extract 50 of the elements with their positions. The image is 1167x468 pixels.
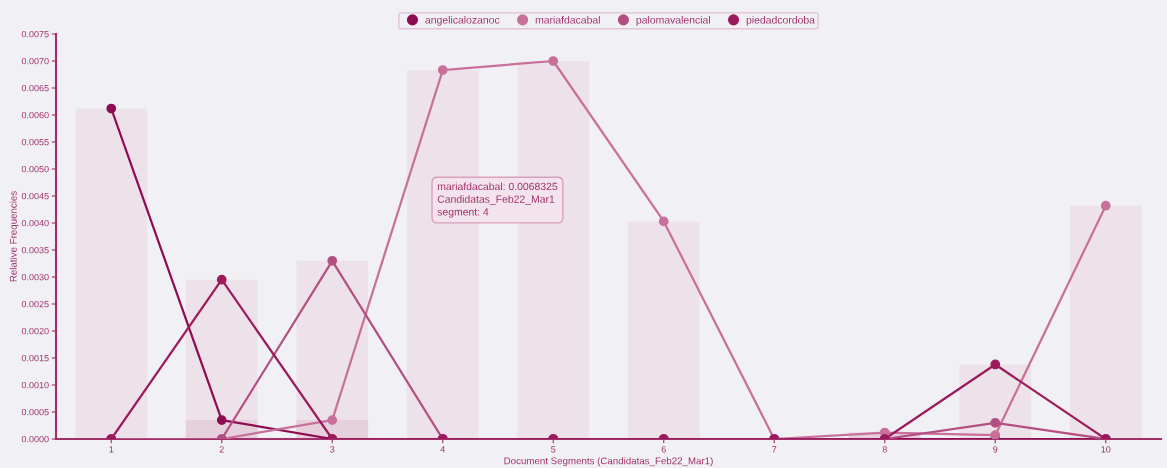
- x-tick-label: 1: [109, 446, 114, 453]
- x-tick-label: 4: [440, 446, 445, 453]
- legend-label: angelicalozanoc: [425, 15, 500, 26]
- bar: [75, 108, 148, 439]
- y-axis-title: Relative Frequencies: [9, 191, 19, 282]
- y-tick-label: 0.0030: [21, 273, 49, 281]
- y-tick-label: 0.0015: [21, 354, 49, 362]
- bar: [296, 260, 369, 421]
- point: [216, 415, 227, 425]
- y-tick-label: 0.0065: [21, 84, 49, 92]
- point: [658, 216, 669, 227]
- y-tick-label: 0.0025: [21, 300, 49, 308]
- legend-label: palomavalencial: [636, 15, 710, 26]
- x-tick-label: 5: [551, 446, 556, 453]
- point: [106, 103, 117, 114]
- y-tick-label: 0.0040: [21, 219, 49, 227]
- point: [1100, 200, 1111, 211]
- x-axis-title: Document Segments (Candidatas_Feb22_Mar1): [504, 457, 713, 467]
- y-tick-label: 0.0010: [21, 381, 49, 389]
- bar: [185, 279, 258, 421]
- x-tick-label: 7: [772, 446, 777, 453]
- point: [990, 417, 1001, 428]
- point: [327, 255, 338, 266]
- point: [990, 430, 1001, 439]
- x-tick-label: 3: [330, 446, 335, 453]
- x-tick-label: 6: [661, 446, 666, 453]
- x-tick-label: 8: [882, 446, 887, 453]
- y-tick-label: 0.0045: [21, 192, 49, 200]
- legend-label: mariafdacabal: [535, 15, 600, 24]
- point: [437, 65, 448, 75]
- y-tick-label: 0.0055: [21, 138, 49, 146]
- point: [327, 415, 338, 425]
- x-tick-label: 10: [1101, 446, 1111, 453]
- point: [216, 274, 227, 285]
- y-tick-label: 0.0050: [21, 165, 49, 173]
- bar: [1069, 205, 1142, 439]
- bar: [627, 221, 700, 439]
- y-tick-label: 0.0000: [21, 435, 49, 443]
- y-tick-label: 0.0060: [21, 111, 49, 119]
- y-tick-label: 0.0075: [21, 30, 49, 38]
- y-tick-label: 0.0035: [21, 246, 49, 254]
- annotation: mariafdacabal: 0.0068325 Candidatas_Feb22_Mar1 segment: 4: [437, 182, 558, 218]
- y-tick-label: 0.0020: [21, 327, 49, 335]
- point: [548, 56, 559, 66]
- y-tick-label: 0.0005: [21, 408, 49, 416]
- legend-label: piedadcordoba: [746, 15, 815, 26]
- y-tick-label: 0.0070: [21, 57, 49, 65]
- x-tick-label: 9: [993, 446, 998, 453]
- point: [990, 359, 1001, 370]
- x-tick-label: 2: [219, 446, 224, 453]
